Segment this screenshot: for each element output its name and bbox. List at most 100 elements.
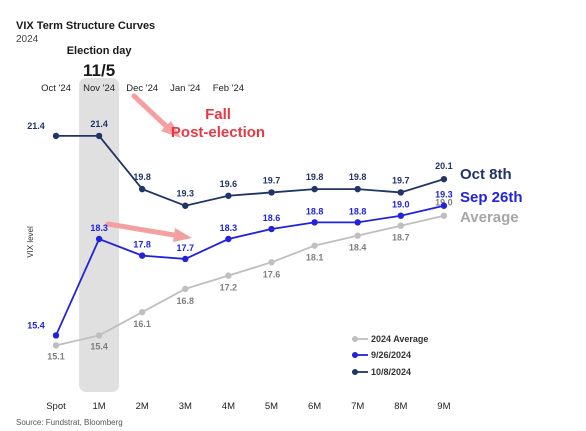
data-label-10-8-2024-spot: 21.4 [27,121,45,131]
x-tick-3m: 3M [179,401,192,412]
series-line-9-26-2024 [55,204,445,336]
data-label-2024-average-8m: 18.7 [392,233,410,243]
top-tick-nov-24: Nov '24 [83,83,115,94]
data-label-2024-average-5m: 17.6 [263,269,281,279]
top-tick-oct-24: Oct '24 [41,83,71,94]
end-labels: Oct 8th Sep 26th Average [460,166,523,226]
data-label-2024-average-4m: 17.2 [220,283,238,293]
data-label-10-8-2024-8m: 19.7 [392,175,410,185]
point-10-8-2024-4m [225,192,232,199]
point-10-8-2024-8m [397,189,404,196]
legend-marker-2024-average [352,336,358,342]
point-10-8-2024-7m [354,185,361,193]
x-tick-8m: 8M [394,401,407,412]
source-note: Source: Fundstrat, Bloomberg [16,418,123,427]
point-2024-average-8m [397,222,404,229]
series-layer: 15.1 15.4 16.1 16.8 17.2 17.6 18.1 18.4 18.7 19.0… [27,119,452,362]
legend-text-9-26-2024: 9/26/2024 [371,350,411,360]
fall-arrow-shaft-upper [131,93,169,129]
point-10-8-2024-2m [139,185,146,193]
election-day-label: Election day [67,45,133,57]
data-label-10-8-2024-7m: 19.8 [349,172,367,182]
data-label-10-8-2024-4m: 19.6 [220,179,238,189]
data-label-2024-average-7m: 18.4 [349,243,367,253]
legend-text-10-8-2024: 10/8/2024 [371,367,411,377]
data-label-10-8-2024-2m: 19.8 [133,172,151,182]
x-axis-ticks: Spot 1M 2M 3M 4M 5M 6M 7M 8M 9M [46,401,450,412]
point-9-26-2024-8m [397,212,404,219]
end-label-oct-8th: Oct 8th [460,166,512,183]
point-2024-average-3m [182,285,189,293]
data-label-9-26-2024-9m: 19.3 [435,190,453,200]
x-tick-4m: 4M [222,401,235,412]
chart-subtitle: 2024 [16,34,39,45]
top-tick-feb-24: Feb '24 [213,83,244,94]
point-2024-average-1m [95,332,103,339]
point-2024-average-5m [268,259,275,266]
point-9-26-2024-3m [182,255,189,263]
point-2024-average-4m [225,272,232,279]
data-label-9-26-2024-2m: 17.8 [133,240,151,250]
point-10-8-2024-6m [311,185,318,193]
data-label-10-8-2024-1m: 21.4 [90,119,108,129]
data-label-10-8-2024-5m: 19.7 [263,175,281,185]
point-2024-average-9m [440,212,448,219]
data-label-2024-average-2m: 16.1 [133,319,151,329]
fall-arrowhead-upper [161,121,181,138]
fall-annotation-subtitle: Post-election [171,124,265,141]
point-2024-average-7m [354,232,361,239]
x-tick-spot: Spot [46,401,66,412]
series-line-10-8-2024 [56,135,445,207]
chart-title: VIX Term Structure Curves [16,20,155,32]
point-10-8-2024-5m [268,189,275,196]
end-label-average: Average [460,209,519,226]
point-9-26-2024-spot [52,332,60,339]
fall-annotation-title: Fall [205,106,231,123]
data-label-9-26-2024-1m: 18.3 [90,223,108,233]
end-label-sep-26th: Sep 26th [460,189,523,206]
data-label-10-8-2024-6m: 19.8 [306,172,324,182]
data-label-9-26-2024-3m: 17.7 [177,243,195,253]
data-label-9-26-2024-4m: 18.3 [220,223,238,233]
data-label-9-26-2024-spot: 15.4 [27,320,45,330]
point-9-26-2024-2m [139,252,146,259]
legend-marker-9-26-2024 [352,352,358,358]
data-label-2024-average-1m: 15.4 [90,341,108,351]
point-9-26-2024-5m [268,225,275,233]
legend-text-2024-average: 2024 Average [371,334,428,344]
election-date-label: 11/5 [83,61,115,80]
data-label-10-8-2024-9m: 20.1 [435,161,453,171]
data-label-9-26-2024-7m: 18.8 [349,206,367,216]
legend-marker-10-8-2024 [352,369,358,375]
point-2024-average-2m [139,308,146,316]
series-line-2024-average [55,214,445,347]
x-tick-1m: 1M [92,401,105,412]
point-9-26-2024-4m [225,235,232,243]
point-9-26-2024-7m [354,219,361,226]
point-10-8-2024-1m [95,132,103,140]
x-tick-9m: 9M [437,401,450,412]
x-tick-7m: 7M [351,401,364,412]
data-label-9-26-2024-8m: 19.0 [392,200,410,210]
top-tick-dec-24: Dec '24 [126,83,158,94]
y-axis-label: VIX level [26,226,35,258]
x-tick-2m: 2M [136,401,149,412]
data-label-9-26-2024-6m: 18.8 [306,206,324,216]
data-label-9-26-2024-5m: 18.6 [263,213,281,223]
series-10-8-2024: 21.4 21.4 19.8 19.3 19.6 19.7 19.8 19.8 19.7 20.1 [27,119,453,209]
annotation-arrows [105,93,192,242]
fall-arrowhead-lower [173,228,192,242]
point-10-8-2024-spot [52,132,60,140]
data-label-2024-average-3m: 16.8 [177,296,195,306]
data-label-2024-average-spot: 15.1 [47,351,65,361]
x-tick-5m: 5M [265,401,278,412]
point-10-8-2024-9m [440,175,448,183]
point-2024-average-6m [311,242,318,249]
top-tick-jan-24: Jan '24 [170,83,200,94]
series-2024-average: 15.1 15.4 16.1 16.8 17.2 17.6 18.1 18.4 18.7 19.0 [47,198,452,362]
data-label-2024-average-6m: 18.1 [306,253,324,263]
point-9-26-2024-1m [95,235,103,243]
x-tick-6m: 6M [308,401,321,412]
point-9-26-2024-9m [440,202,448,209]
